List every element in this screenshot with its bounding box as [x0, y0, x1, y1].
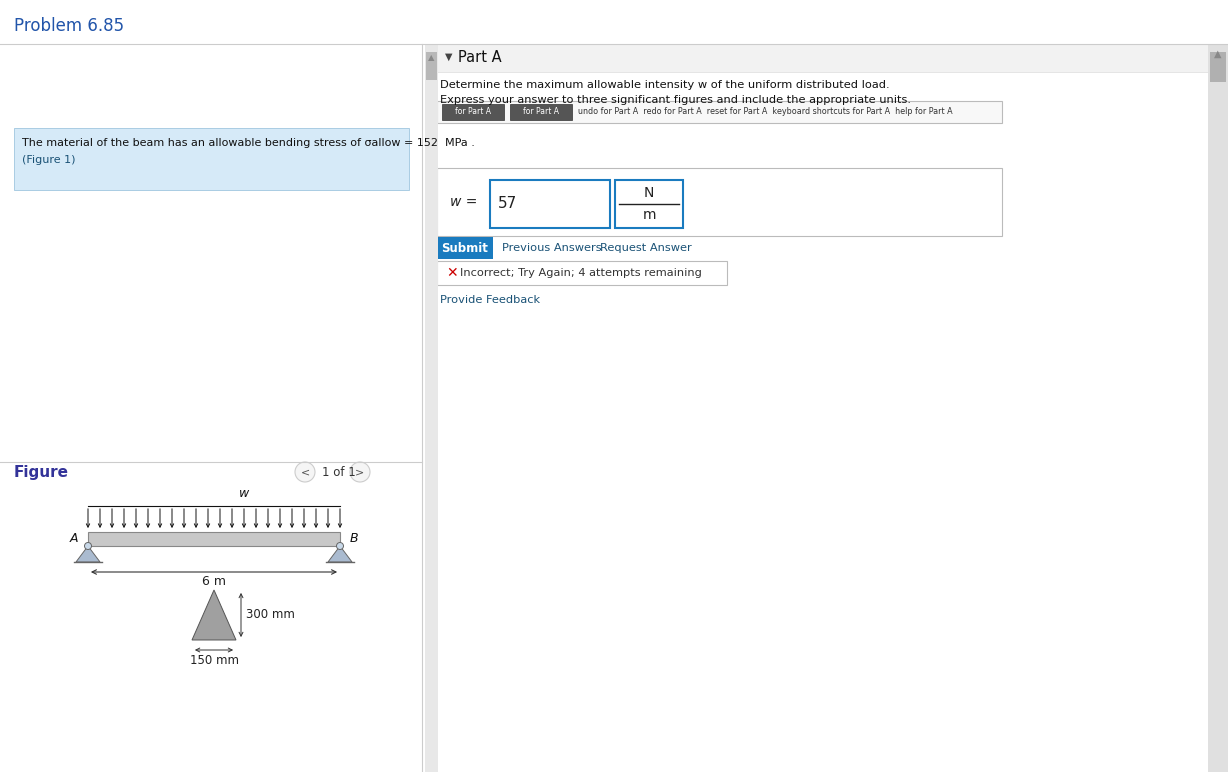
Text: A: A: [70, 533, 79, 546]
Text: B: B: [350, 533, 359, 546]
FancyBboxPatch shape: [435, 44, 1218, 72]
FancyBboxPatch shape: [437, 101, 1002, 123]
Text: 300 mm: 300 mm: [246, 608, 295, 621]
Text: 57: 57: [499, 197, 517, 212]
Text: >: >: [355, 467, 365, 477]
FancyBboxPatch shape: [510, 104, 572, 120]
Text: The material of the beam has an allowable bending stress of σallow = 152  MPa .: The material of the beam has an allowabl…: [22, 138, 475, 148]
Text: Problem 6.85: Problem 6.85: [14, 17, 124, 35]
FancyBboxPatch shape: [436, 237, 492, 259]
Text: (Figure 1): (Figure 1): [22, 155, 75, 165]
Circle shape: [350, 462, 370, 482]
Text: Figure: Figure: [14, 465, 69, 480]
Circle shape: [336, 543, 344, 550]
Text: ▲: ▲: [1214, 49, 1222, 59]
Text: for Part A: for Part A: [456, 107, 491, 117]
FancyBboxPatch shape: [615, 180, 683, 228]
Text: N: N: [643, 187, 655, 201]
Text: w: w: [239, 487, 249, 500]
Text: Request Answer: Request Answer: [600, 243, 691, 253]
FancyBboxPatch shape: [425, 44, 438, 772]
FancyBboxPatch shape: [490, 180, 610, 228]
Text: m: m: [642, 208, 656, 222]
FancyBboxPatch shape: [1210, 52, 1226, 82]
Text: ▲: ▲: [427, 53, 435, 63]
Text: <: <: [301, 467, 309, 477]
Text: Express your answer to three significant figures and include the appropriate uni: Express your answer to three significant…: [440, 95, 911, 105]
Text: 150 mm: 150 mm: [189, 654, 238, 667]
FancyBboxPatch shape: [442, 104, 503, 120]
Polygon shape: [328, 546, 352, 562]
FancyBboxPatch shape: [14, 128, 409, 190]
Text: 6 m: 6 m: [201, 575, 226, 588]
Text: ▼: ▼: [445, 52, 452, 62]
Text: Incorrect; Try Again; 4 attempts remaining: Incorrect; Try Again; 4 attempts remaini…: [460, 268, 702, 278]
FancyBboxPatch shape: [437, 168, 1002, 236]
FancyBboxPatch shape: [437, 261, 727, 285]
Text: Submit: Submit: [442, 242, 489, 255]
Circle shape: [85, 543, 92, 550]
FancyBboxPatch shape: [426, 52, 437, 80]
Circle shape: [295, 462, 316, 482]
Text: for Part A: for Part A: [523, 107, 559, 117]
Text: undo for Part A  redo for Part A  reset for Part A  keyboard shortcuts for Part : undo for Part A redo for Part A reset fo…: [578, 107, 953, 117]
Polygon shape: [76, 546, 99, 562]
Text: Part A: Part A: [458, 49, 501, 65]
Polygon shape: [192, 590, 236, 640]
Text: 1 of 1: 1 of 1: [322, 466, 356, 479]
Text: w =: w =: [449, 195, 478, 209]
Text: Provide Feedback: Provide Feedback: [440, 295, 540, 305]
Text: Determine the maximum allowable intensity w of the uniform distributed load.: Determine the maximum allowable intensit…: [440, 80, 889, 90]
FancyBboxPatch shape: [1208, 44, 1228, 772]
Text: ✕: ✕: [446, 266, 458, 280]
Text: Previous Answers: Previous Answers: [502, 243, 602, 253]
FancyBboxPatch shape: [88, 532, 340, 546]
